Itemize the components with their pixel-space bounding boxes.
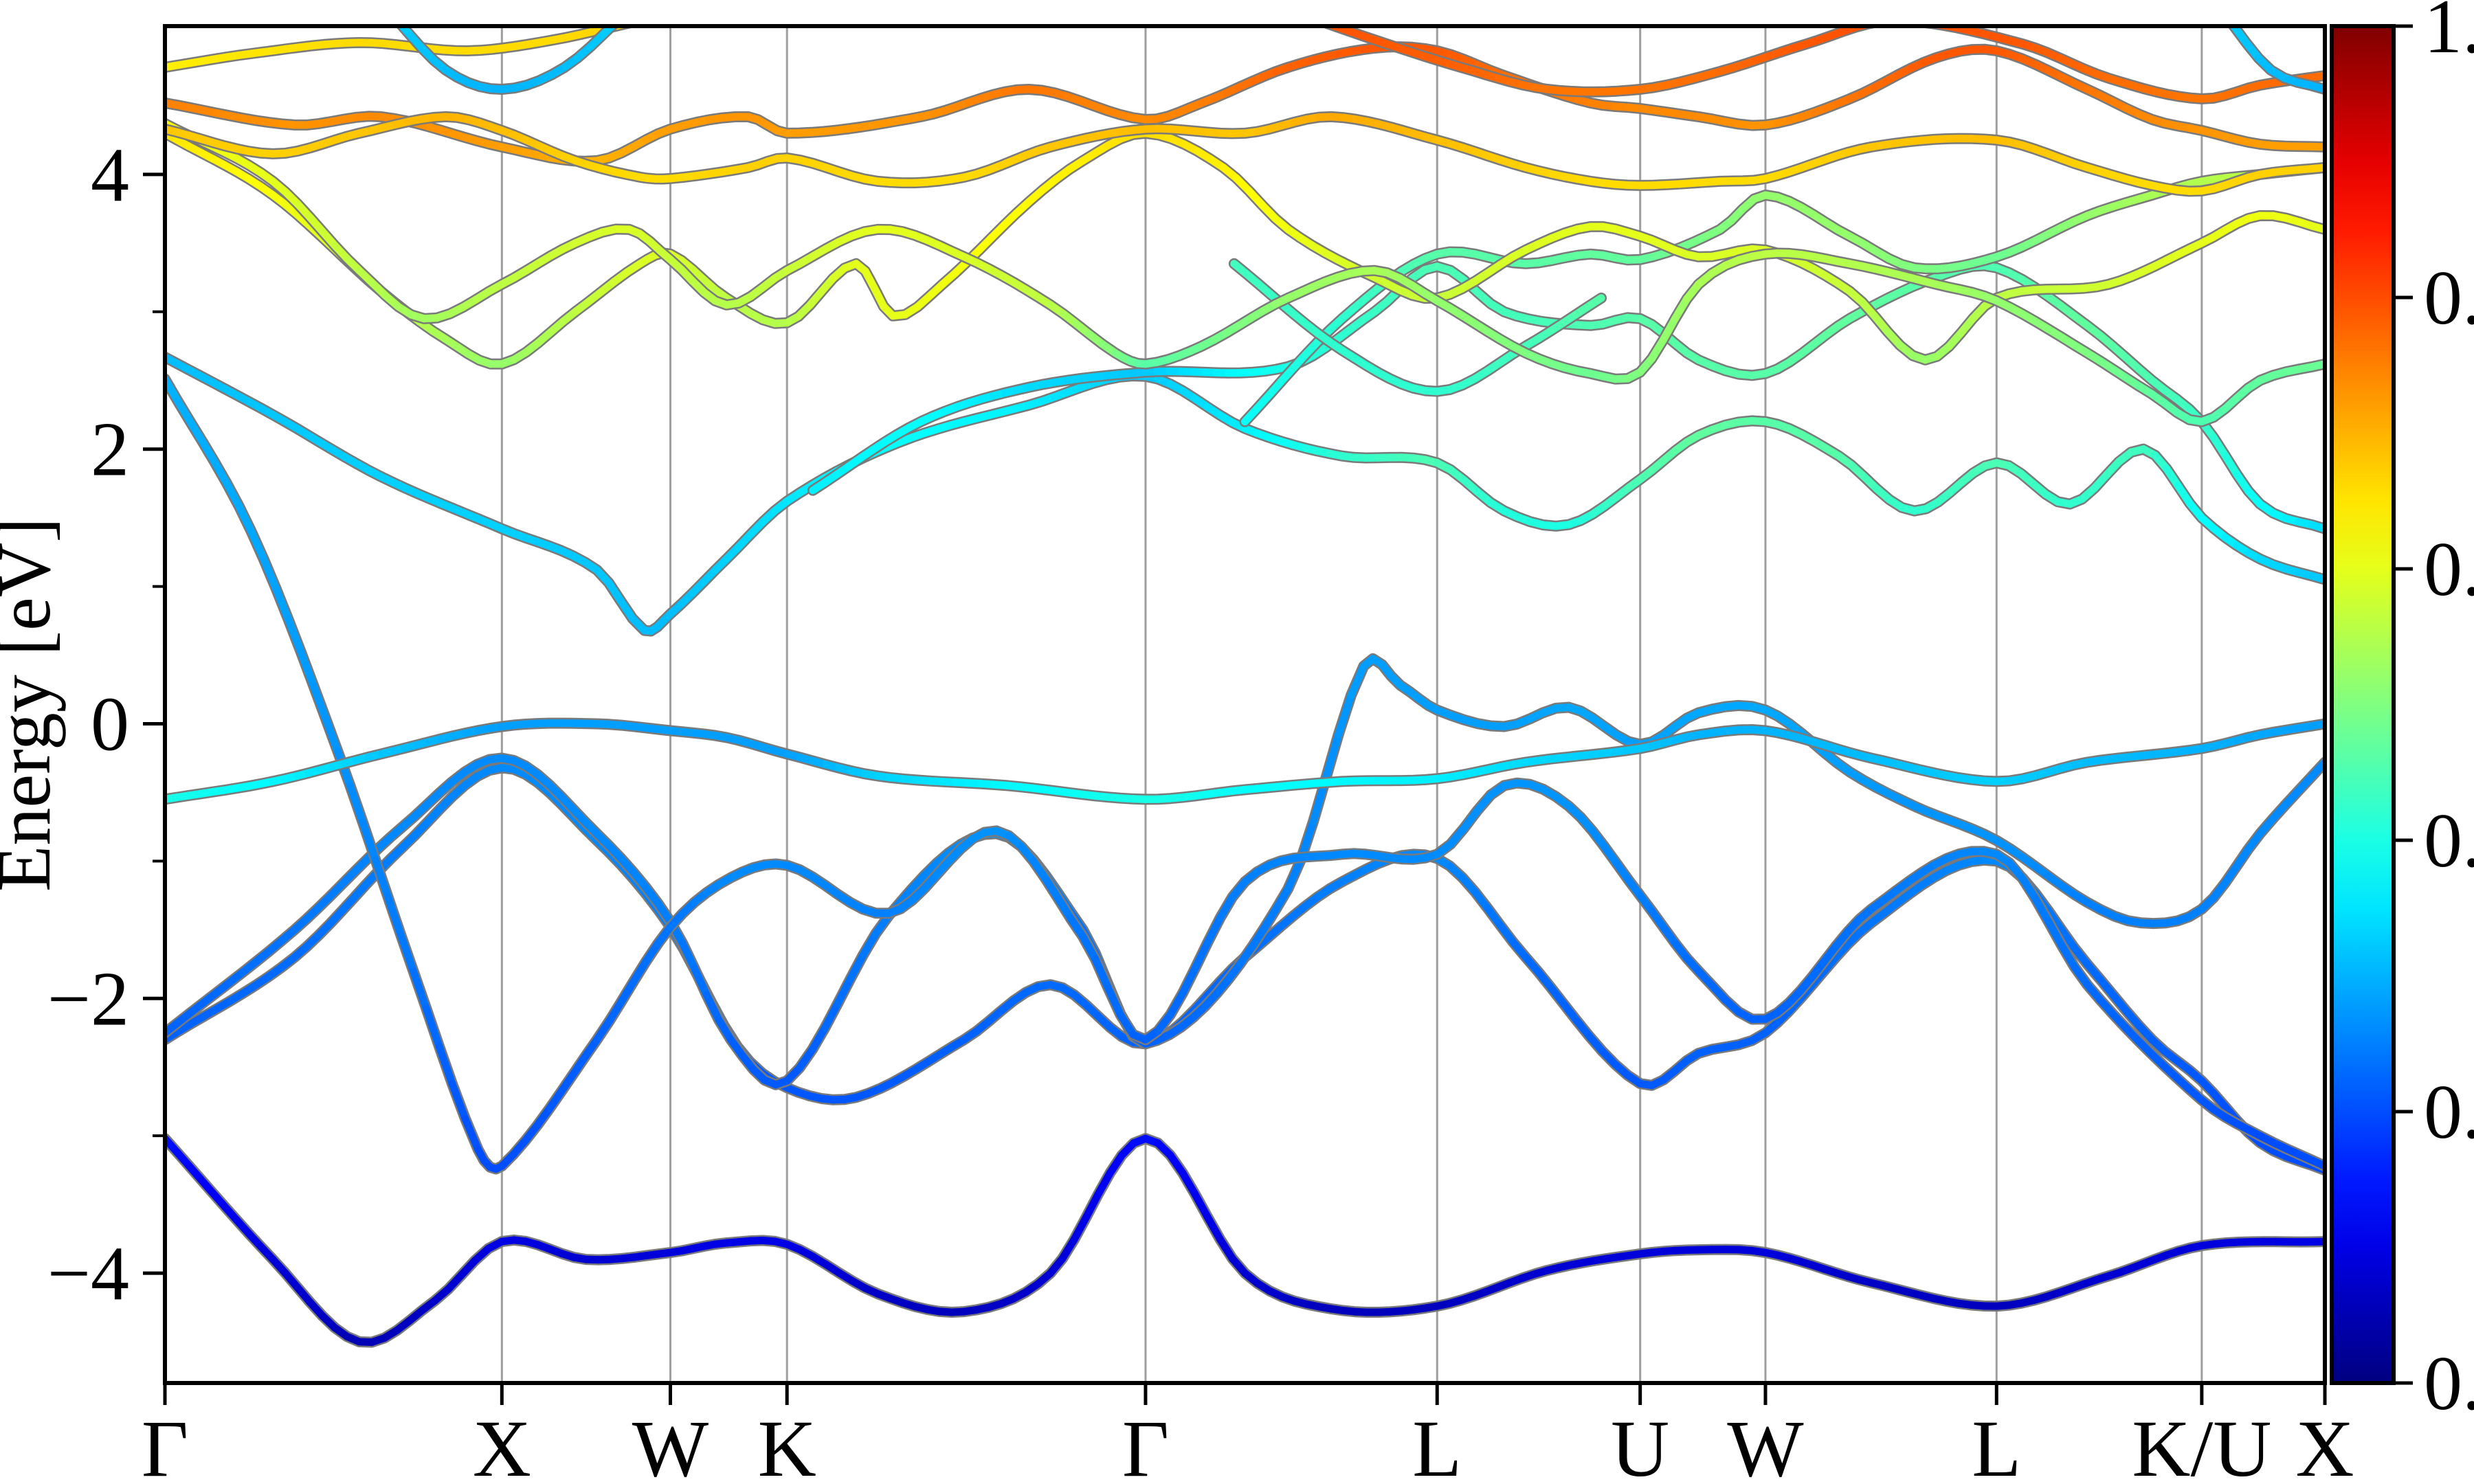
plot-border	[163, 24, 2327, 1385]
band-04-steep	[165, 375, 2325, 1173]
band-14-topyellow	[165, 26, 633, 71]
colorbar-tick-label: 0.0	[2424, 1341, 2474, 1426]
axis-ticks	[143, 172, 2327, 1405]
band-03-edge	[165, 653, 2325, 1090]
band-curves	[165, 26, 2325, 1348]
band-10-yellow	[165, 129, 2325, 368]
colorbar-tick-label: 0.2	[2424, 1070, 2474, 1155]
x-kpoint-label: W	[632, 1404, 709, 1484]
band-02	[165, 764, 2325, 1174]
colorbar-tick-label: 0.6	[2424, 527, 2474, 612]
x-kpoint-label: X	[2295, 1404, 2354, 1484]
y-tick-label: 2	[91, 407, 129, 493]
plot-frame	[163, 24, 2327, 1385]
band-05-cyan	[165, 719, 2325, 803]
band-16-cyanV-X1	[397, 26, 618, 93]
x-kpoint-label: Γ	[1122, 1404, 1169, 1484]
colorbar-tick-label: 1.0	[2424, 0, 2474, 69]
colorbar: 0.0 0.2 0.4 0.6 0.8 1.0	[2330, 0, 2474, 1426]
colorbar-border	[2330, 24, 2396, 1385]
x-kpoint-label: U	[1611, 1404, 1669, 1484]
band-13-yellow2	[165, 113, 2325, 195]
x-kpoint-label: Γ	[142, 1404, 188, 1484]
y-axis-title: Energy [eV]	[0, 517, 66, 892]
x-kpoint-label: L	[1972, 1404, 2021, 1484]
x-kpoint-label: L	[1412, 1404, 1462, 1484]
band-10-yellow-edge	[165, 127, 2325, 370]
colorbar-tick-label: 0.8	[2424, 256, 2474, 341]
y-tick-label: 4	[91, 133, 129, 218]
x-kpoint-label: X	[473, 1404, 531, 1484]
band-06-mid-edge	[165, 351, 2325, 637]
x-kpoint-label: K/U	[2132, 1404, 2271, 1484]
band-03	[165, 655, 2325, 1089]
x-axis-kpoint-labels: Γ X W K Γ L U W L K/U X	[142, 1404, 2354, 1484]
y-axis-tick-labels: 4 2 0 −2 −4	[47, 133, 129, 1316]
x-kpoint-label: W	[1727, 1404, 1804, 1484]
band-17-cyanV-X2	[2229, 26, 2325, 93]
y-tick-label: −4	[47, 1231, 129, 1316]
colorbar-tick-label: 0.4	[2424, 798, 2474, 884]
band-02-edge	[165, 762, 2325, 1176]
colorbar-gradient	[2332, 26, 2394, 1383]
y-tick-label: 0	[91, 682, 129, 767]
band-06-mid	[165, 353, 2325, 635]
y-tick-label: −2	[47, 956, 129, 1042]
band-01-lowest	[165, 1134, 2325, 1347]
x-kpoint-label: K	[758, 1404, 816, 1484]
